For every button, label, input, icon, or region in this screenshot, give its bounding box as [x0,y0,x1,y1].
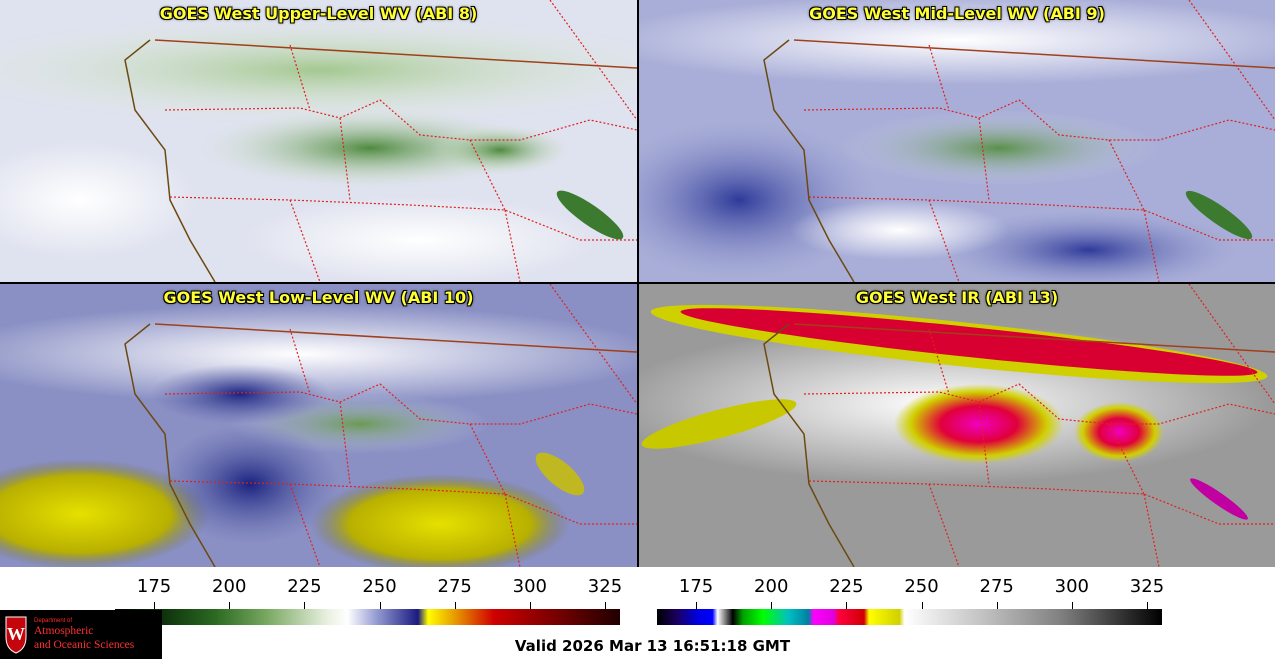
panel-title: GOES West Low-Level WV (ABI 10) [163,288,474,307]
uw-crest-icon: W [5,616,27,654]
svg-text:W: W [7,624,25,644]
colorbar-tick-label: 325 [587,576,623,597]
map-borders [763,0,1275,282]
panel-mid-level-wv: GOES West Mid-Level WV (ABI 9) [639,0,1275,282]
colorbar-tick-mark [154,602,156,609]
colorbar-tick-mark [379,602,381,609]
valid-time: Valid 2026 Mar 13 16:51:18 GMT [514,637,791,655]
map-upper-level-wv [0,0,637,282]
colorbar-tick-mark [529,602,531,609]
colorbar-tick-mark [304,602,306,609]
colorbar-tick-label: 250 [904,576,939,597]
logo-line-1: Atmospheric [34,625,94,637]
colorbar-tick-label: 250 [362,576,397,597]
panel-title: GOES West IR (ABI 13) [855,288,1059,307]
colorbar-tick-mark [454,602,456,609]
panel-low-level-wv: GOES West Low-Level WV (ABI 10) [0,284,637,567]
colorbar-tick-mark [846,602,848,609]
colorbar-tick-mark [1071,602,1073,609]
colorbar-tick-mark [771,602,773,609]
colorbar-gradient-wv [115,609,620,625]
colorbar-tick-label: 175 [678,576,714,597]
colorbar-tick-label: 200 [754,576,789,597]
map-low-level-wv [0,284,637,567]
logo-line-2: and Oceanic Sciences [34,639,135,651]
colorbar-tick-label: 175 [136,576,172,597]
colorbar-tick-label: 200 [212,576,247,597]
colorbar-tick-label: 275 [437,576,472,597]
colorbar-tick-label: 225 [287,576,322,597]
map-borders [124,0,637,282]
aos-logo: W Department of Atmospheric and Oceanic … [0,610,162,659]
map-borders [124,284,637,567]
colorbar-tick-mark [996,602,998,609]
colorbar-tick-mark [696,602,698,609]
colorbar-tick-label: 300 [512,576,547,597]
panel-title: GOES West Upper-Level WV (ABI 8) [159,4,478,23]
map-mid-level-wv [639,0,1275,282]
colorbar-tick-label: 225 [829,576,864,597]
map-borders [763,284,1275,567]
colorbar-tick-label: 325 [1129,576,1165,597]
colorbar-wv: 175 200 225 250 275 300 325 [115,576,623,626]
colorbar-tick-label: 300 [1054,576,1089,597]
panel-divider-horizontal [0,282,1275,284]
colorbar-ir: 175 200 225 250 275 300 325 [657,576,1165,626]
panel-upper-level-wv: GOES West Upper-Level WV (ABI 8) [0,0,637,282]
colorbar-gradient-ir [657,609,1162,625]
map-ir [639,284,1275,567]
colorbar-tick-label: 275 [979,576,1014,597]
colorbar-tick-mark [1146,602,1148,609]
colorbar-tick-mark [604,602,606,609]
logo-dept-text: Department of [34,618,73,624]
panel-title: GOES West Mid-Level WV (ABI 9) [809,4,1105,23]
colorbar-tick-mark [921,602,923,609]
colorbar-tick-mark [229,602,231,609]
panel-ir: GOES West IR (ABI 13) [639,284,1275,567]
